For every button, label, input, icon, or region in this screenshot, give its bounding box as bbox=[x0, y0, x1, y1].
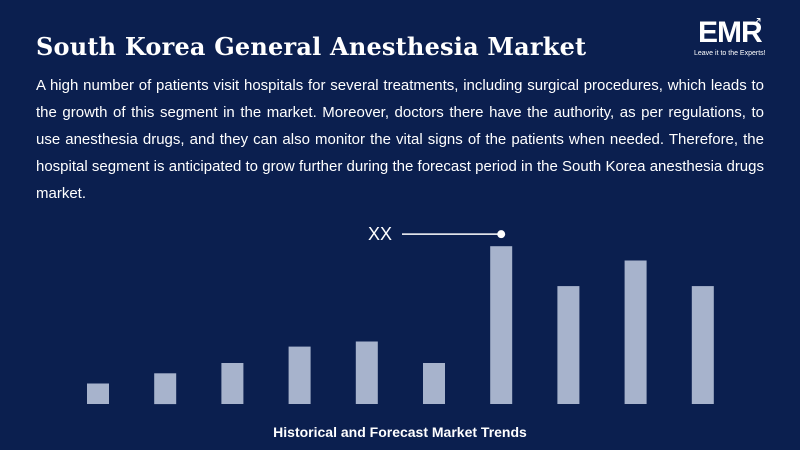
logo-text: EMR bbox=[698, 16, 763, 49]
chart-caption: Historical and Forecast Market Trends bbox=[273, 424, 527, 440]
bar-1 bbox=[87, 383, 109, 404]
annotation-dot bbox=[497, 230, 506, 239]
bar-10 bbox=[691, 286, 714, 404]
page-title: South Korea General Anesthesia Market bbox=[36, 32, 587, 61]
bar-4 bbox=[288, 346, 311, 404]
bar-6 bbox=[423, 363, 445, 404]
bar-9 bbox=[624, 260, 647, 404]
bars-group bbox=[87, 246, 714, 405]
annotation-label: XX bbox=[368, 224, 392, 244]
emr-logo: EMR ↗ Leave it to the Experts! bbox=[690, 14, 780, 64]
logo-tagline: Leave it to the Experts! bbox=[694, 50, 766, 57]
bar-2 bbox=[154, 373, 177, 405]
description-paragraph: A high number of patients visit hospital… bbox=[36, 77, 764, 202]
arrow-up-icon: ↗ bbox=[752, 14, 763, 28]
bar-5 bbox=[355, 341, 378, 404]
bar-8 bbox=[557, 286, 580, 404]
bar-3 bbox=[221, 363, 244, 404]
bar-7 bbox=[490, 246, 513, 404]
